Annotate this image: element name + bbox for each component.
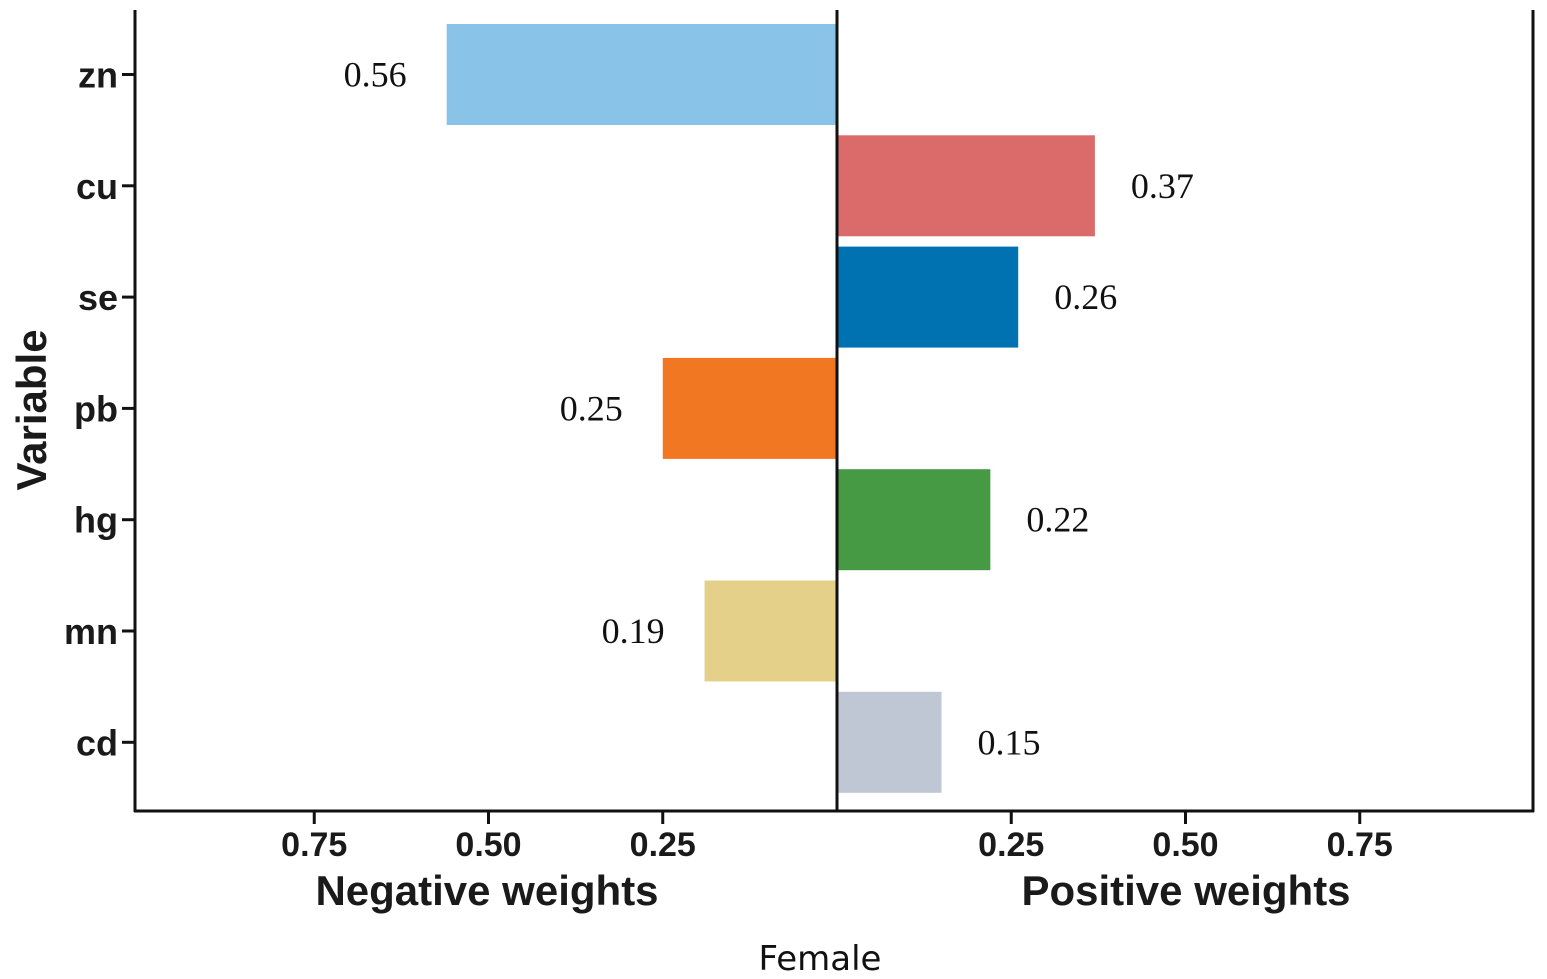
y-tick-label-se: se — [78, 277, 118, 318]
value-label-zn: 0.56 — [344, 55, 407, 95]
y-tick-label-zn: zn — [78, 55, 118, 96]
negative-axis-title: Negative weights — [315, 867, 658, 914]
x-tick-label-right-0.50: 0.50 — [1152, 826, 1218, 864]
bar-cu — [837, 135, 1095, 237]
bars-group — [446, 24, 1095, 793]
y-tick-label-cd: cd — [76, 722, 118, 763]
y-tick-label-hg: hg — [74, 500, 118, 541]
bar-se — [837, 246, 1019, 348]
x-axis-ticks: 0.75 0.50 0.25 0.25 0.50 0.75 — [281, 811, 1393, 864]
x-tick-label-left-0.50: 0.50 — [455, 826, 521, 864]
plot-frame — [133, 10, 1535, 813]
value-label-hg: 0.22 — [1026, 500, 1089, 540]
value-label-cu: 0.37 — [1131, 166, 1194, 206]
value-label-cd: 0.15 — [978, 722, 1041, 762]
value-label-mn: 0.19 — [602, 611, 665, 651]
x-tick-label-left-0.25: 0.25 — [630, 826, 696, 864]
value-labels-group: 0.56 0.37 0.26 0.25 0.22 0.19 0.15 — [344, 55, 1194, 763]
bar-hg — [837, 469, 991, 571]
x-tick-label-right-0.25: 0.25 — [978, 826, 1044, 864]
y-tick-label-cu: cu — [76, 166, 118, 207]
bar-cd — [837, 691, 942, 793]
bar-mn — [704, 580, 837, 682]
bar-pb — [662, 357, 837, 459]
chart-caption: Female — [759, 939, 882, 979]
y-tick-label-mn: mn — [64, 611, 118, 652]
y-tick-label-pb: pb — [74, 388, 118, 429]
y-axis-ticks: zn cu se pb hg mn cd — [64, 55, 135, 763]
y-axis-title: Variable — [8, 329, 55, 490]
x-tick-label-left-0.75: 0.75 — [281, 826, 347, 864]
x-tick-label-right-0.75: 0.75 — [1327, 826, 1393, 864]
value-label-se: 0.26 — [1054, 277, 1117, 317]
bar-zn — [446, 24, 837, 125]
positive-axis-title: Positive weights — [1021, 867, 1350, 914]
value-label-pb: 0.25 — [560, 388, 623, 428]
